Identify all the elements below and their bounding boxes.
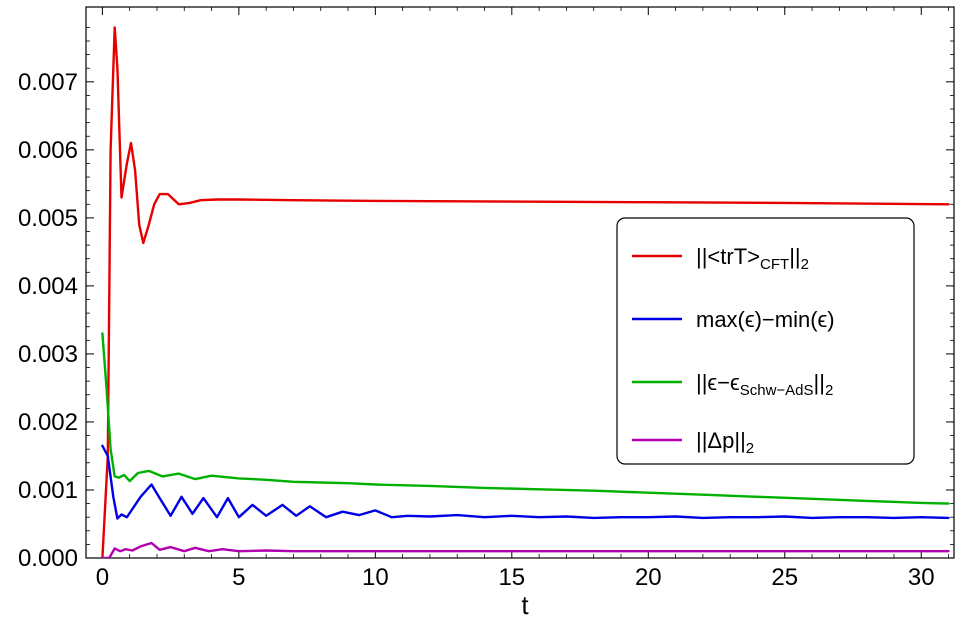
y-axis: 0.000 0.001 0.002 0.003 0.004 0.005 0.006 0.007 bbox=[18, 27, 954, 572]
x-tick-label: 25 bbox=[771, 564, 798, 591]
legend-label-4: ||Δp||2 bbox=[696, 428, 754, 457]
legend-box bbox=[616, 217, 915, 465]
legend-label-1: ||<trT>CFT||2 bbox=[696, 244, 809, 273]
x-tick-label: 30 bbox=[908, 564, 935, 591]
y-tick-label: 0.004 bbox=[18, 273, 78, 300]
x-tick-label: 10 bbox=[362, 564, 389, 591]
legend-label-3: ||ϵ−ϵSchw−AdS||2 bbox=[696, 370, 833, 399]
series-line-3 bbox=[101, 332, 950, 505]
y-tick-label: 0.000 bbox=[18, 545, 78, 572]
y-tick-label: 0.007 bbox=[18, 69, 78, 96]
y-tick-label: 0.006 bbox=[18, 137, 78, 164]
x-tick-label: 15 bbox=[498, 564, 525, 591]
plot-area bbox=[85, 6, 955, 559]
x-tick-label: 20 bbox=[635, 564, 662, 591]
y-tick-label: 0.001 bbox=[18, 477, 78, 504]
x-tick-label: 5 bbox=[232, 564, 245, 591]
y-tick-label: 0.005 bbox=[18, 205, 78, 232]
x-tick-label: 0 bbox=[96, 564, 109, 591]
series-line-2 bbox=[101, 444, 950, 520]
x-axis: 0 5 10 15 20 25 30 bbox=[96, 7, 949, 591]
legend-label-2: max(ϵ)−min(ϵ) bbox=[696, 307, 835, 332]
series-line-4 bbox=[101, 541, 950, 558]
y-tick-label: 0.002 bbox=[18, 409, 78, 436]
series-line-1 bbox=[101, 26, 950, 558]
x-axis-title: t bbox=[521, 590, 529, 620]
series-layer bbox=[101, 26, 950, 558]
legend: ||<trT>CFT||2 max(ϵ)−min(ϵ) ||ϵ−ϵSchw−AdS|… bbox=[616, 217, 915, 465]
y-tick-label: 0.003 bbox=[18, 341, 78, 368]
